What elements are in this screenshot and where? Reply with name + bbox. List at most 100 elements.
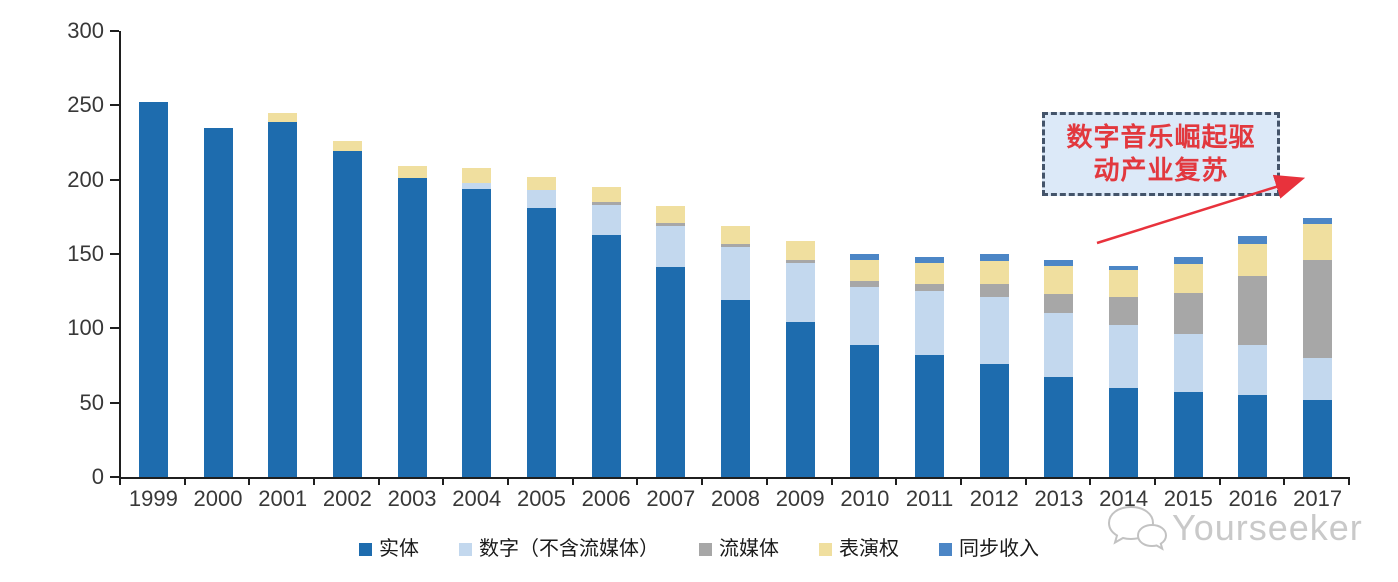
- legend-swatch-sync-revenue: [939, 542, 952, 556]
- y-axis-tick: [110, 327, 119, 330]
- legend-item-performance-rights: 表演权: [819, 538, 899, 560]
- x-axis-tick: [1283, 477, 1286, 485]
- y-axis-label-100: 100: [67, 315, 104, 341]
- bar-segment-performance-rights-2003: [397, 166, 427, 179]
- x-axis-category-2007: 2007: [646, 486, 696, 511]
- x-axis-tick: [959, 477, 962, 485]
- x-axis-category-2017: 2017: [1293, 486, 1343, 511]
- legend-label-physical: 实体: [379, 538, 419, 560]
- bar-segment-digital-excl-streaming-2007: [656, 225, 686, 268]
- x-axis-tick: [248, 477, 251, 485]
- bar-segment-streaming-2012: [979, 283, 1009, 298]
- legend-label-performance-rights: 表演权: [839, 538, 899, 560]
- x-axis-tick: [1218, 477, 1221, 485]
- bar-segment-streaming-2013: [1044, 294, 1074, 314]
- x-axis-tick: [636, 477, 639, 485]
- bar-segment-digital-excl-streaming-2011: [915, 291, 945, 356]
- legend-item-digital-excl-streaming: 数字（不含流媒体）: [459, 538, 659, 560]
- bar-segment-physical-2011: [915, 355, 945, 477]
- annotation-text-line1: 数字音乐崛起驱: [1066, 122, 1256, 152]
- y-axis-tick: [110, 476, 119, 478]
- bar-segment-streaming-2007: [656, 222, 686, 226]
- legend-item-physical: 实体: [359, 538, 419, 560]
- bar-segment-digital-excl-streaming-2004: [462, 182, 492, 189]
- x-axis-tick: [377, 477, 380, 485]
- x-axis-category-2000: 2000: [193, 486, 243, 511]
- bar-segment-performance-rights-2013: [1044, 265, 1074, 295]
- x-axis-category-2004: 2004: [452, 486, 502, 511]
- bar-segment-physical-2013: [1044, 377, 1074, 477]
- x-axis-category-2010: 2010: [840, 486, 890, 511]
- bar-segment-performance-rights-2016: [1238, 243, 1268, 277]
- legend-label-sync-revenue: 同步收入: [959, 538, 1039, 560]
- bar-segment-performance-rights-2004: [462, 167, 492, 183]
- bar-segment-sync-revenue-2011: [915, 256, 945, 263]
- bar-segment-sync-revenue-2015: [1173, 256, 1203, 265]
- x-axis-tick: [701, 477, 704, 485]
- chat-bubbles-icon: [1107, 505, 1168, 551]
- bar-segment-physical-2008: [721, 300, 750, 477]
- x-axis-tick: [442, 477, 445, 485]
- y-axis-tick: [110, 253, 119, 255]
- bar-segment-digital-excl-streaming-2015: [1173, 334, 1203, 393]
- legend-item-sync-revenue: 同步收入: [939, 538, 1039, 560]
- bar-segment-sync-revenue-2016: [1238, 236, 1268, 244]
- y-axis-label-250: 250: [67, 92, 104, 118]
- bar-segment-digital-excl-streaming-2017: [1303, 358, 1333, 400]
- x-axis-tick: [1089, 477, 1092, 485]
- bar-segment-physical-2004: [462, 188, 492, 477]
- bar-segment-digital-excl-streaming-2013: [1044, 313, 1074, 378]
- bar-segment-physical-2012: [979, 364, 1009, 477]
- bar-segment-physical-2001: [268, 121, 298, 477]
- x-axis-tick: [895, 477, 898, 485]
- x-axis-category-2005: 2005: [516, 486, 566, 511]
- x-axis-tick: [507, 477, 510, 485]
- bar-segment-digital-excl-streaming-2009: [785, 262, 815, 323]
- legend-swatch-physical: [359, 542, 372, 556]
- bar-segment-physical-2010: [850, 344, 880, 477]
- bar-segment-digital-excl-streaming-2008: [721, 246, 750, 301]
- x-axis-category-2009: 2009: [775, 486, 825, 511]
- bar-segment-streaming-2015: [1173, 292, 1203, 335]
- bar-segment-physical-2015: [1173, 392, 1203, 477]
- x-axis-category-2015: 2015: [1163, 486, 1213, 511]
- bar-segment-streaming-2011: [915, 283, 945, 292]
- bar-segment-streaming-2016: [1238, 276, 1268, 345]
- x-axis-category-1999: 1999: [128, 486, 178, 511]
- bar-segment-streaming-2010: [850, 280, 880, 287]
- bar-segment-performance-rights-2006: [591, 187, 621, 202]
- bar-segment-physical-2005: [526, 207, 556, 477]
- bar-segment-performance-rights-2001: [268, 112, 298, 122]
- x-axis-tick: [183, 477, 186, 485]
- x-axis-tick: [1024, 477, 1027, 485]
- x-axis-tick: [1153, 477, 1156, 485]
- bar-segment-streaming-2006: [591, 201, 621, 205]
- bar-segment-performance-rights-2010: [850, 259, 880, 281]
- bar-segment-physical-1999: [138, 102, 168, 477]
- bar-segment-streaming-2009: [785, 259, 815, 263]
- watermark-text: Yourseeker: [1172, 507, 1363, 548]
- bar-segment-streaming-2017: [1303, 259, 1333, 359]
- bar-segment-streaming-2008: [721, 243, 750, 247]
- bar-segment-performance-rights-2002: [332, 141, 362, 152]
- bar-segment-digital-excl-streaming-2016: [1238, 344, 1268, 396]
- bar-segment-physical-2002: [332, 151, 362, 477]
- bar-segment-performance-rights-2014: [1109, 270, 1139, 298]
- bar-segment-sync-revenue-2010: [850, 254, 880, 260]
- bar-segment-performance-rights-2017: [1303, 224, 1333, 260]
- y-axis-tick: [110, 401, 119, 404]
- x-axis-category-2011: 2011: [905, 486, 954, 511]
- bar-segment-performance-rights-2015: [1173, 264, 1203, 293]
- y-axis-label-300: 300: [67, 18, 104, 43]
- legend-swatch-digital-excl-streaming: [459, 542, 472, 556]
- x-axis-tick: [571, 477, 574, 485]
- bar-segment-physical-2016: [1238, 395, 1268, 477]
- x-axis-tick: [1348, 477, 1350, 485]
- bar-segment-performance-rights-2007: [656, 206, 686, 223]
- bar-segment-performance-rights-2012: [979, 261, 1009, 284]
- bar-segment-sync-revenue-2017: [1303, 218, 1333, 225]
- annotation-text-line2: 动产业复苏: [1093, 155, 1229, 185]
- x-axis-category-2008: 2008: [711, 486, 760, 511]
- x-axis-category-2013: 2013: [1034, 486, 1084, 511]
- y-axis-label-200: 200: [67, 166, 104, 192]
